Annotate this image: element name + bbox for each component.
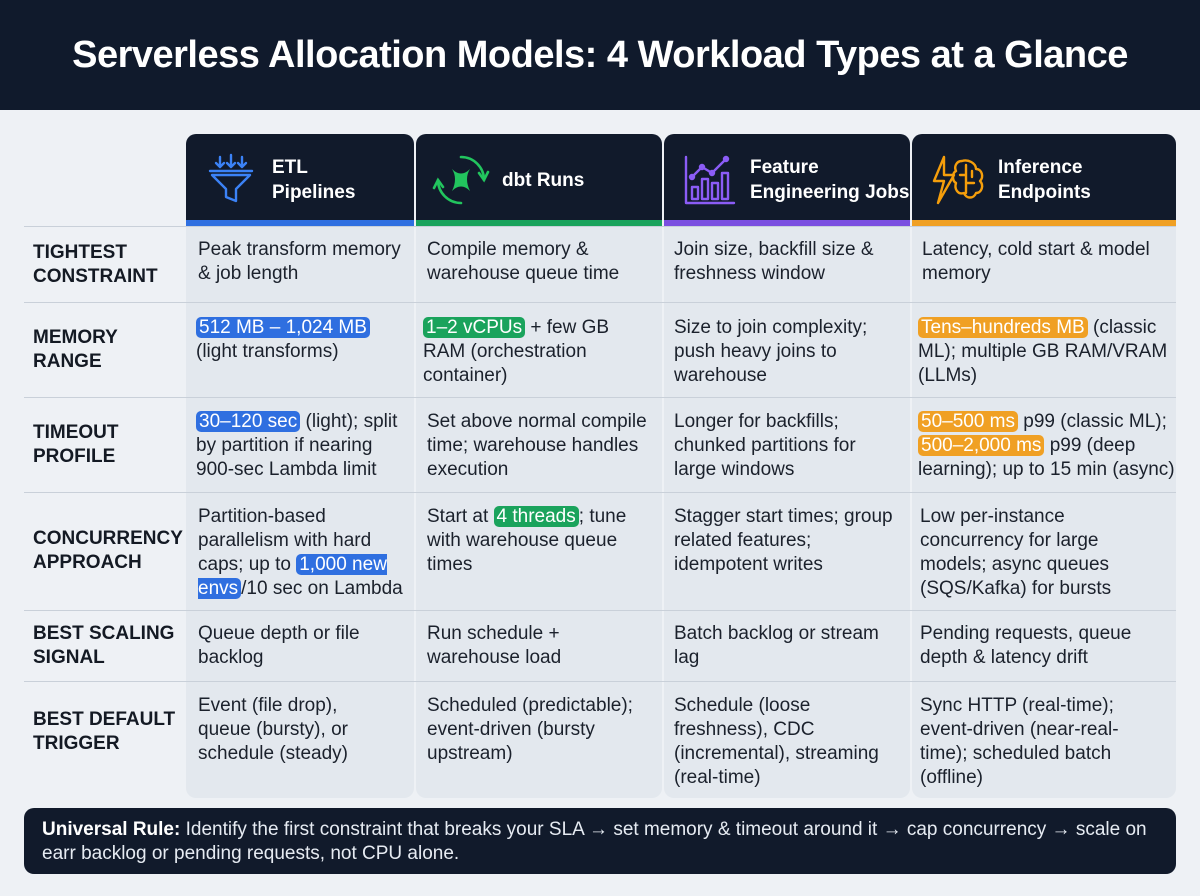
accent-bar bbox=[664, 220, 910, 226]
column-header-feature: Feature Engineering Jobs bbox=[664, 134, 910, 226]
cell-inference-scaling: Pending requests, queue depth & latency … bbox=[920, 623, 1132, 668]
row-label-memory-range: MEMORY RANGE bbox=[33, 327, 118, 372]
universal-rule-text: Identify the first constraint that break… bbox=[42, 819, 1147, 864]
column-header-etl: ETL Pipelines bbox=[186, 134, 414, 226]
universal-rule-label: Universal Rule: bbox=[42, 819, 181, 840]
row-label-concurrency-approach: CONCURRENCY APPROACH bbox=[33, 528, 183, 573]
row-divider bbox=[24, 681, 1176, 682]
row-divider bbox=[24, 492, 1176, 493]
row-divider bbox=[24, 397, 1176, 398]
dbt-icon bbox=[432, 155, 490, 205]
chart-icon bbox=[684, 155, 736, 205]
row-label-timeout-profile: TIMEOUT PROFILE bbox=[33, 422, 119, 467]
cell-etl-constraint: Peak transform memory & job length bbox=[198, 239, 401, 284]
cell-text: ; tune with warehouse queue times bbox=[427, 506, 627, 575]
cell-etl-memory: 512 MB – 1,024 MB (light transforms) bbox=[196, 316, 410, 364]
cell-etl-scaling: Queue depth or file backlog bbox=[198, 623, 360, 668]
accent-bar bbox=[912, 220, 1176, 226]
cell-text: p99 (deep learning); up to 15 min (async… bbox=[918, 435, 1175, 480]
cell-feature-timeout: Longer for backfills; chunked partitions… bbox=[674, 411, 856, 480]
column-bg-etl bbox=[186, 134, 414, 798]
row-divider bbox=[24, 610, 1176, 611]
cell-inference-constraint: Latency, cold start & model memory bbox=[922, 239, 1150, 284]
cell-text: (light transforms) bbox=[196, 341, 339, 362]
column-title-line2: Endpoints bbox=[998, 182, 1091, 203]
cell-feature-concurrency: Stagger start times; group related featu… bbox=[674, 506, 893, 575]
cell-etl-timeout: 30–120 sec (light); split by partition i… bbox=[196, 410, 410, 482]
cell-text: + few GB RAM (orchestration container) bbox=[423, 317, 610, 386]
cell-feature-scaling: Batch backlog or stream lag bbox=[674, 623, 879, 668]
accent-bar bbox=[186, 220, 414, 226]
cell-inference-concurrency: Low per-instance concurrency for large m… bbox=[920, 506, 1112, 599]
cell-dbt-memory: 1–2 vCPUs + few GB RAM (orchestration co… bbox=[423, 316, 655, 388]
row-divider bbox=[24, 302, 1176, 303]
column-title-line1: dbt Runs bbox=[502, 169, 585, 191]
accent-bar bbox=[416, 220, 662, 226]
cell-dbt-timeout: Set above normal compile time; warehouse… bbox=[427, 411, 647, 480]
highlight-value: 500–2,000 ms bbox=[918, 435, 1045, 456]
cell-inference-timeout: 50–500 ms p99 (classic ML); 500–2,000 ms… bbox=[918, 410, 1176, 482]
cell-dbt-scaling: Run schedule + warehouse load bbox=[427, 623, 562, 668]
cell-dbt-concurrency: Start at 4 threads; tune with warehouse … bbox=[427, 505, 657, 577]
cell-etl-concurrency: Partition-based parallelism with hard ca… bbox=[198, 505, 410, 601]
column-title-line2: Engineering Jobs bbox=[750, 182, 910, 203]
cell-text: /10 sec on Lambda bbox=[241, 578, 403, 599]
cell-text: Partition-based parallelism with hard ca… bbox=[198, 506, 372, 575]
highlight-value: 512 MB – 1,024 MB bbox=[196, 317, 370, 338]
cell-inference-memory: Tens–hundreds MB (classic ML); multiple … bbox=[918, 316, 1168, 388]
column-bg-dbt bbox=[416, 134, 662, 798]
row-divider bbox=[24, 226, 1176, 227]
cell-text: p99 (classic ML); bbox=[1023, 411, 1167, 432]
highlight-value: 30–120 sec bbox=[196, 411, 301, 432]
cell-feature-constraint: Join size, backfill size & freshness win… bbox=[674, 239, 874, 284]
column-bg-inference bbox=[912, 134, 1176, 798]
cell-text: (classic ML); multiple GB RAM/VRAM (LLMs… bbox=[918, 317, 1168, 386]
column-header-inference: Inference Endpoints bbox=[912, 134, 1176, 226]
row-label-best-scaling-signal: BEST SCALING SIGNAL bbox=[33, 623, 175, 668]
cell-etl-trigger: Event (file drop), queue (bursty), or sc… bbox=[198, 695, 348, 764]
title-bar: Serverless Allocation Models: 4 Workload… bbox=[0, 0, 1200, 110]
funnel-icon bbox=[208, 153, 254, 203]
page-title: Serverless Allocation Models: 4 Workload… bbox=[72, 33, 1128, 76]
cell-feature-trigger: Schedule (loose freshness), CDC (increme… bbox=[674, 695, 879, 788]
column-title-line1: Inference bbox=[998, 157, 1083, 178]
brain-bolt-icon bbox=[932, 155, 984, 205]
cell-dbt-constraint: Compile memory & warehouse queue time bbox=[427, 239, 620, 284]
row-label-best-default-trigger: BEST DEFAULT TRIGGER bbox=[33, 709, 176, 754]
row-label-tightest-constraint: TIGHTEST CONSTRAINT bbox=[33, 242, 158, 287]
highlight-value: 50–500 ms bbox=[918, 411, 1019, 432]
column-title-line2: Pipelines bbox=[272, 182, 356, 203]
cell-dbt-trigger: Scheduled (predictable); event-driven (b… bbox=[427, 695, 633, 764]
column-bg-feature bbox=[664, 134, 910, 798]
cell-feature-memory: Size to join complexity; push heavy join… bbox=[674, 317, 868, 386]
column-title-line1: Feature bbox=[750, 157, 819, 178]
cell-inference-trigger: Sync HTTP (real-time); event-driven (nea… bbox=[920, 695, 1119, 788]
cell-text: Start at bbox=[427, 506, 489, 527]
highlight-value: Tens–hundreds MB bbox=[918, 317, 1088, 338]
highlight-value: 4 threads bbox=[493, 506, 579, 527]
column-header-dbt: dbt Runs bbox=[416, 134, 662, 226]
cell-text: (light); split by partition if nearing 9… bbox=[196, 411, 398, 480]
highlight-value: 1–2 vCPUs bbox=[423, 317, 526, 338]
column-title-line1: ETL bbox=[272, 157, 308, 178]
universal-rule-banner: Universal Rule: Identify the first const… bbox=[24, 808, 1176, 874]
